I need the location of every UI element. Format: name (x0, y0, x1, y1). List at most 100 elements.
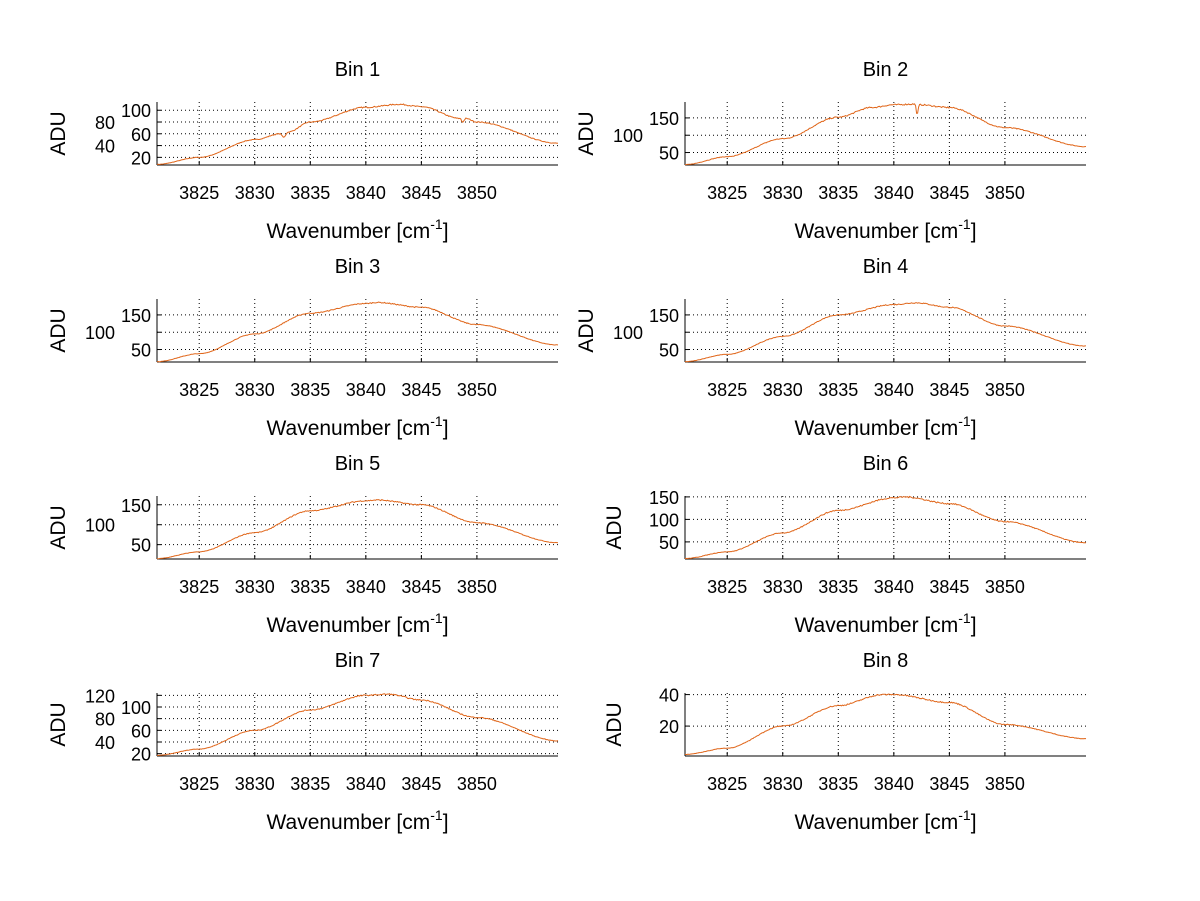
x-label-end: ] (971, 811, 977, 834)
spectrum-line (684, 103, 1087, 166)
x-label-text: Wavenumber [cm (266, 614, 430, 637)
x-label-text: Wavenumber [cm (794, 220, 958, 243)
x-tick-label: 3830 (235, 577, 275, 597)
y-tick-label: 100 (121, 101, 151, 121)
x-tick-label: 3845 (929, 577, 969, 597)
y-tick-label: 40 (95, 733, 115, 753)
x-label-superscript: -1 (958, 610, 971, 626)
x-tick-label: 3830 (235, 183, 275, 203)
x-tick-label: 3830 (763, 774, 803, 794)
x-tick-label: 3825 (179, 380, 219, 400)
x-tick-label: 3845 (401, 183, 441, 203)
x-label-superscript: -1 (430, 807, 443, 823)
x-tick-label: 3850 (457, 577, 497, 597)
x-tick-label: 3850 (985, 183, 1025, 203)
y-tick-label: 20 (131, 148, 151, 168)
y-axis-label: ADU (575, 111, 598, 155)
x-tick-label: 3835 (290, 577, 330, 597)
subplot-bin-7: 3825 3830 3835 3840 3845 3850 20 40 60 80 100 120 Bi… (47, 650, 559, 834)
x-tick-label: 3825 (707, 774, 747, 794)
x-tick-label: 3825 (707, 380, 747, 400)
spectrum-line (157, 693, 559, 756)
x-tick-label: 3845 (401, 774, 441, 794)
x-tick-label: 3835 (818, 380, 858, 400)
y-tick-label: 40 (95, 137, 115, 157)
x-tick-label: 3835 (290, 183, 330, 203)
subplot-bin-5: 3825 3830 3835 3840 3845 3850 50 100 150 Bin 5 Wav… (47, 453, 559, 637)
x-label-end: ] (971, 220, 977, 243)
x-label-end: ] (443, 614, 449, 637)
x-axis-label: Wavenumber [cm-1] (266, 413, 448, 440)
x-label-superscript: -1 (958, 413, 971, 429)
x-tick-label: 3835 (818, 183, 858, 203)
x-label-text: Wavenumber [cm (266, 417, 430, 440)
subplot-title: Bin 6 (863, 453, 909, 475)
x-tick-label: 3840 (346, 380, 386, 400)
y-tick-label: 40 (659, 686, 679, 706)
y-axis-label: ADU (47, 505, 70, 549)
x-tick-label: 3835 (290, 774, 330, 794)
y-tick-label: 60 (131, 125, 151, 145)
y-tick-label: 150 (649, 488, 679, 508)
x-label-text: Wavenumber [cm (794, 417, 958, 440)
y-axis-label: ADU (47, 308, 70, 352)
subplot-bin-3: 3825 3830 3835 3840 3845 3850 50 100 150 Bin 3 Wav… (47, 256, 559, 440)
spectrum-line (156, 499, 559, 560)
x-label-superscript: -1 (958, 216, 971, 232)
x-label-text: Wavenumber [cm (266, 220, 430, 243)
x-tick-label: 3830 (763, 183, 803, 203)
y-tick-label: 20 (131, 745, 151, 765)
x-tick-label: 3850 (985, 380, 1025, 400)
x-tick-label: 3845 (401, 380, 441, 400)
y-tick-label: 100 (85, 323, 115, 343)
x-label-end: ] (971, 417, 977, 440)
y-axis-label: ADU (47, 111, 70, 155)
subplot-bin-1: 3825 3830 3835 3840 3845 3850 20 40 60 80 100 Bin 1… (47, 59, 559, 243)
x-label-superscript: -1 (430, 413, 443, 429)
x-axis-label: Wavenumber [cm-1] (266, 610, 448, 637)
x-tick-label: 3840 (874, 774, 914, 794)
y-axis-label: ADU (47, 702, 70, 746)
x-label-superscript: -1 (430, 610, 443, 626)
y-axis-label: ADU (603, 702, 626, 746)
y-tick-label: 50 (659, 341, 679, 361)
x-label-text: Wavenumber [cm (266, 811, 430, 834)
x-label-text: Wavenumber [cm (794, 811, 958, 834)
y-tick-label: 50 (659, 533, 679, 553)
x-tick-label: 3830 (763, 380, 803, 400)
subplot-title: Bin 3 (335, 256, 381, 278)
x-tick-label: 3840 (874, 183, 914, 203)
x-tick-label: 3835 (818, 774, 858, 794)
x-label-end: ] (443, 811, 449, 834)
y-tick-label: 100 (85, 516, 115, 536)
subplot-title: Bin 7 (335, 650, 381, 672)
x-tick-label: 3835 (818, 577, 858, 597)
y-tick-label: 60 (131, 721, 151, 741)
x-tick-label: 3840 (874, 577, 914, 597)
x-axis-label: Wavenumber [cm-1] (266, 807, 448, 834)
x-tick-label: 3850 (985, 774, 1025, 794)
y-axis-label: ADU (603, 505, 626, 549)
y-tick-label: 50 (131, 341, 151, 361)
x-tick-label: 3840 (874, 380, 914, 400)
x-tick-label: 3830 (763, 577, 803, 597)
x-label-end: ] (443, 417, 449, 440)
x-tick-label: 3825 (179, 774, 219, 794)
spectrum-line (684, 693, 1087, 755)
y-tick-label: 20 (659, 717, 679, 737)
y-tick-label: 80 (95, 710, 115, 730)
x-tick-label: 3845 (929, 380, 969, 400)
x-label-superscript: -1 (958, 807, 971, 823)
x-axis-label: Wavenumber [cm-1] (794, 610, 976, 637)
x-axis-label: Wavenumber [cm-1] (794, 216, 976, 243)
x-tick-label: 3850 (985, 577, 1025, 597)
x-label-text: Wavenumber [cm (794, 614, 958, 637)
x-tick-label: 3825 (707, 577, 747, 597)
x-tick-label: 3850 (457, 183, 497, 203)
x-tick-label: 3850 (457, 380, 497, 400)
y-tick-label: 80 (95, 113, 115, 133)
x-label-end: ] (443, 220, 449, 243)
subplot-title: Bin 5 (335, 453, 381, 475)
